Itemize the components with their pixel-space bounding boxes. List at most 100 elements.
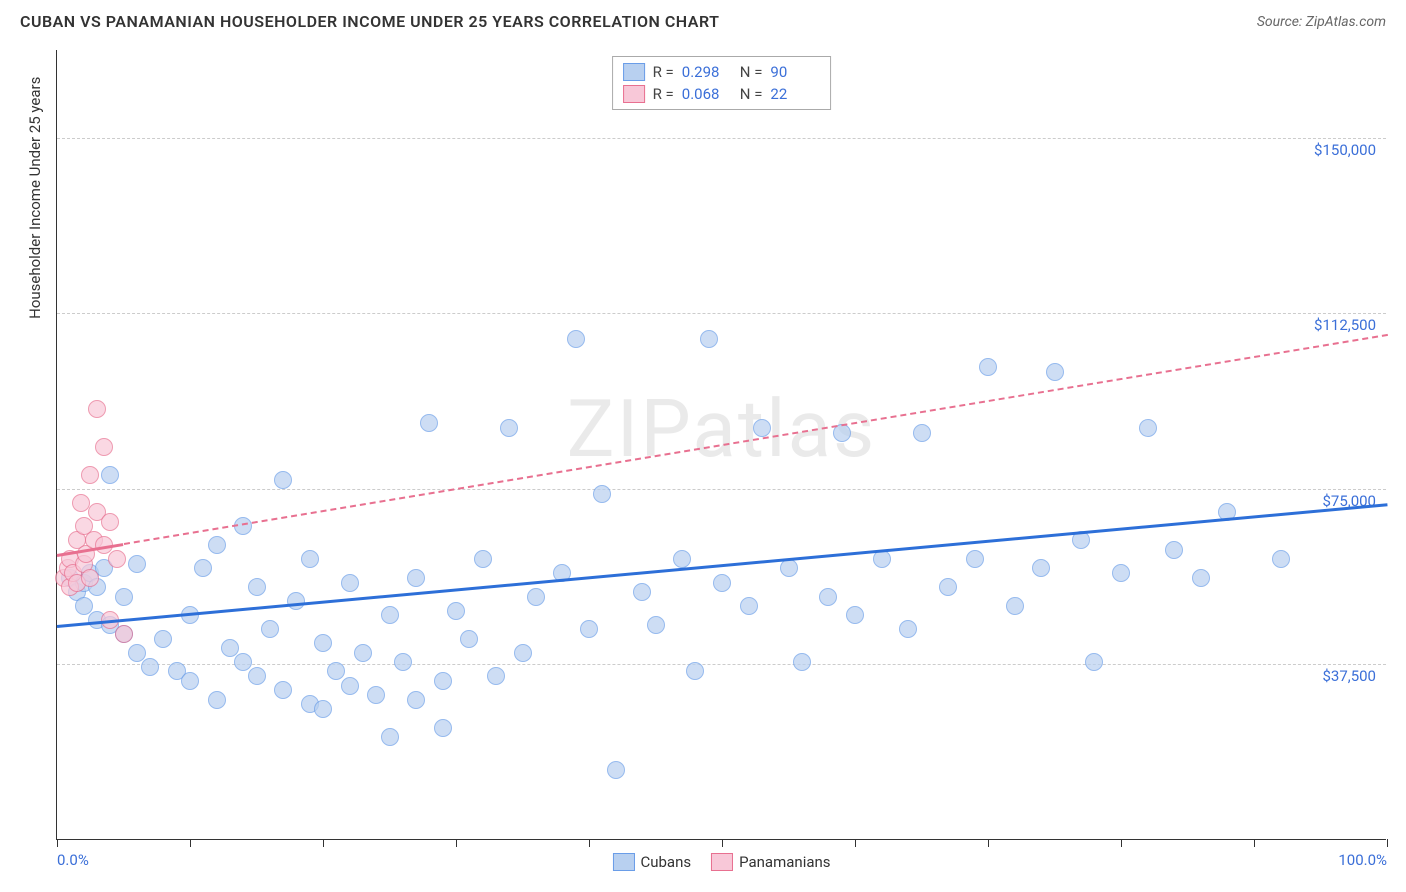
x-tick: [855, 839, 856, 847]
scatter-point: [287, 592, 305, 610]
scatter-point: [593, 485, 611, 503]
scatter-point: [1085, 653, 1103, 671]
scatter-point: [394, 653, 412, 671]
scatter-point: [108, 550, 126, 568]
scatter-point: [1032, 559, 1050, 577]
scatter-point: [740, 597, 758, 615]
scatter-point: [81, 569, 99, 587]
scatter-point: [673, 550, 691, 568]
scatter-point: [101, 513, 119, 531]
scatter-point: [101, 466, 119, 484]
x-tick: [190, 839, 191, 847]
scatter-point: [686, 662, 704, 680]
scatter-point: [793, 653, 811, 671]
scatter-point: [115, 625, 133, 643]
scatter-point: [633, 583, 651, 601]
scatter-point: [460, 630, 478, 648]
scatter-point: [327, 662, 345, 680]
scatter-point: [1139, 419, 1157, 437]
scatter-point: [208, 691, 226, 709]
scatter-point: [248, 578, 266, 596]
scatter-point: [407, 691, 425, 709]
x-tick: [57, 839, 58, 847]
scatter-point: [434, 672, 452, 690]
scatter-point: [274, 681, 292, 699]
scatter-point: [514, 644, 532, 662]
scatter-point: [700, 330, 718, 348]
scatter-point: [181, 672, 199, 690]
scatter-point: [434, 719, 452, 737]
scatter-point: [248, 667, 266, 685]
scatter-point: [274, 471, 292, 489]
scatter-point: [527, 588, 545, 606]
gridline: [57, 489, 1386, 490]
stats-legend-row: R =0.068N =22: [623, 83, 821, 105]
x-tick: [988, 839, 989, 847]
scatter-point: [234, 653, 252, 671]
gridline: [57, 664, 1386, 665]
x-tick: [456, 839, 457, 847]
scatter-point: [1006, 597, 1024, 615]
x-tick: [722, 839, 723, 847]
scatter-point: [819, 588, 837, 606]
stats-legend-box: R =0.298N =90R =0.068N =22: [612, 56, 832, 110]
scatter-point: [341, 574, 359, 592]
n-label: N =: [740, 63, 763, 81]
scatter-point: [753, 419, 771, 437]
scatter-point: [966, 550, 984, 568]
scatter-point: [95, 438, 113, 456]
scatter-point: [713, 574, 731, 592]
x-tick: [1387, 839, 1388, 847]
scatter-point: [1112, 564, 1130, 582]
scatter-point: [141, 658, 159, 676]
chart-header: CUBAN VS PANAMANIAN HOUSEHOLDER INCOME U…: [0, 0, 1406, 39]
scatter-point: [301, 550, 319, 568]
legend-swatch: [612, 853, 634, 871]
scatter-point: [381, 606, 399, 624]
scatter-point: [899, 620, 917, 638]
trend-line: [123, 334, 1387, 545]
legend-item: Panamanians: [711, 853, 830, 871]
r-label: R =: [653, 63, 674, 81]
scatter-point: [208, 536, 226, 554]
scatter-point: [314, 700, 332, 718]
scatter-point: [314, 634, 332, 652]
gridline: [57, 313, 1386, 314]
scatter-point: [154, 630, 172, 648]
scatter-point: [487, 667, 505, 685]
scatter-point: [846, 606, 864, 624]
scatter-point: [420, 414, 438, 432]
scatter-point: [88, 400, 106, 418]
scatter-point: [75, 597, 93, 615]
scatter-point: [221, 639, 239, 657]
x-tick: [1254, 839, 1255, 847]
legend-swatch: [623, 63, 645, 81]
scatter-point: [1165, 541, 1183, 559]
legend-label: Panamanians: [739, 853, 830, 871]
scatter-point: [341, 677, 359, 695]
r-label: R =: [653, 85, 674, 103]
x-tick: [323, 839, 324, 847]
scatter-point: [81, 466, 99, 484]
y-tick-label: $150,000: [1314, 141, 1376, 159]
scatter-point: [607, 761, 625, 779]
scatter-point: [194, 559, 212, 577]
x-tick-label: 100.0%: [1338, 851, 1387, 869]
legend-swatch: [623, 85, 645, 103]
scatter-point: [115, 588, 133, 606]
n-label: N =: [740, 85, 763, 103]
scatter-point: [474, 550, 492, 568]
series-legend: Cubans Panamanians: [612, 853, 830, 871]
scatter-point: [381, 728, 399, 746]
scatter-point: [128, 644, 146, 662]
scatter-point: [580, 620, 598, 638]
r-value: 0.298: [682, 63, 732, 81]
y-axis-label: Householder Income Under 25 years: [26, 77, 44, 319]
x-tick: [589, 839, 590, 847]
source-attribution: Source: ZipAtlas.com: [1257, 14, 1386, 30]
scatter-point: [780, 559, 798, 577]
x-tick: [1121, 839, 1122, 847]
legend-label: Cubans: [640, 853, 691, 871]
scatter-point: [407, 569, 425, 587]
scatter-point: [1272, 550, 1290, 568]
